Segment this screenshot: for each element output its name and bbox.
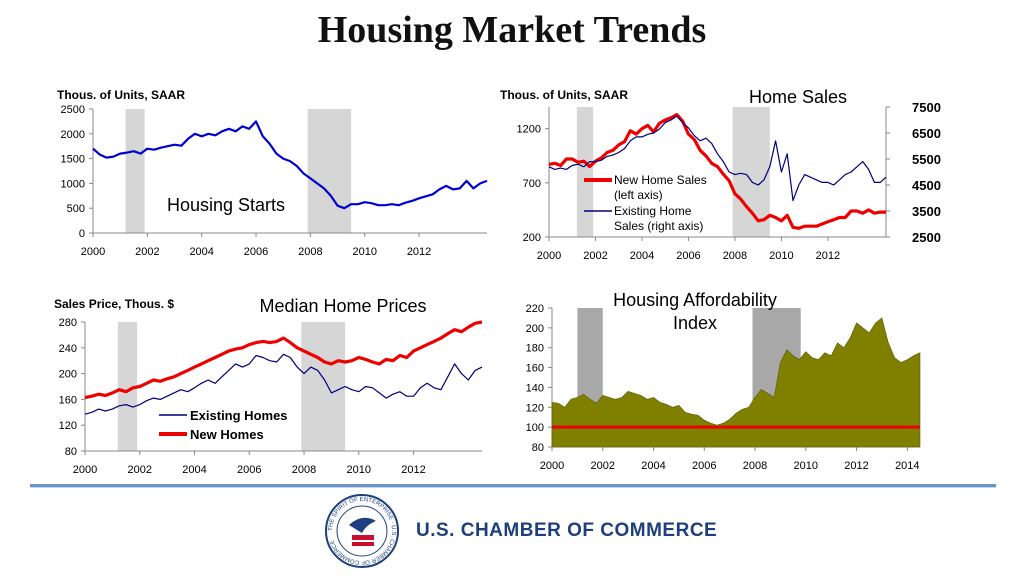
x-tick-label: 2010: [347, 464, 371, 476]
y-tick-label: 120: [59, 420, 77, 432]
y2-tick-label: 4500: [912, 178, 941, 193]
recession-band: [125, 109, 145, 233]
legend: Existing Homes New Homes: [159, 408, 288, 442]
home-sales-chart: 200 700 1200 2500 3500 4500 5500 6500 7500 2000 20…: [500, 87, 941, 262]
y-tick-label: 240: [59, 343, 77, 355]
median-home-prices-chart: 80 120 160 200 240 280 2000 2002 2004 2006 2008 201…: [54, 296, 483, 476]
legend-label: Sales (right axis): [614, 219, 703, 233]
recession-band: [301, 322, 346, 451]
chart-title: Median Home Prices: [259, 296, 426, 316]
chart-title: Home Sales: [749, 87, 847, 107]
y-tick-label: 160: [526, 363, 544, 375]
x-tick-label: 2000: [81, 246, 105, 258]
legend-label: Existing Home: [614, 204, 692, 218]
x-tick-label: 2002: [135, 246, 159, 258]
legend-label: (left axis): [614, 188, 663, 202]
chart-title-line-2: Index: [673, 313, 717, 333]
x-tick-label: 2000: [537, 250, 561, 262]
y-tick-label: 2000: [61, 129, 85, 141]
x-tick-label: 2012: [407, 246, 431, 258]
legend: New Home Sales (left axis) Existing Home…: [584, 173, 707, 233]
y-tick-label: 200: [523, 232, 541, 244]
y2-tick-label: 3500: [912, 204, 941, 219]
x-tick-label: 2008: [723, 250, 747, 262]
series-line: [92, 120, 488, 210]
recession-band: [576, 107, 594, 237]
y-tick-label: 500: [67, 203, 85, 215]
y-tick-label: 120: [526, 402, 544, 414]
x-tick-label: 2006: [237, 464, 261, 476]
x-tick-label: 2012: [844, 460, 868, 472]
x-tick-label: 2004: [189, 246, 213, 258]
recession-band: [732, 107, 770, 237]
organization-name: U.S. CHAMBER OF COMMERCE: [416, 520, 718, 541]
x-tick-label: 2010: [794, 460, 818, 472]
y-tick-label: 80: [65, 446, 77, 458]
y-tick-label: 1500: [61, 154, 85, 166]
legend-label: New Home Sales: [614, 173, 707, 187]
x-tick-label: 2008: [743, 460, 767, 472]
y-tick-label: 100: [526, 422, 544, 434]
x-tick-label: 2012: [401, 464, 425, 476]
chart-title: Housing Starts: [167, 195, 285, 215]
footer-divider: [30, 484, 996, 488]
y-tick-label: 200: [59, 369, 77, 381]
x-tick-label: 2004: [182, 464, 206, 476]
y-tick-label: 140: [526, 382, 544, 394]
series-area: [551, 317, 921, 448]
x-tick-label: 2006: [244, 246, 268, 258]
housing-affordability-chart: 80 100 120 140 160 180 200 220 2000 2002 2004 2006 2…: [526, 290, 921, 472]
x-tick-label: 2010: [352, 246, 376, 258]
y2-tick-label: 5500: [912, 152, 941, 167]
y-tick-label: 160: [59, 394, 77, 406]
x-tick-label: 2004: [641, 460, 665, 472]
x-tick-label: 2000: [540, 460, 564, 472]
housing-starts-chart: 0 500 1000 1500 2000 2500 2000 2002 2004 2006 2008…: [57, 88, 488, 258]
y-tick-label: 2500: [61, 104, 85, 116]
y-axis-label: Thous. of Units, SAAR: [500, 88, 628, 102]
y-tick-label: 220: [526, 303, 544, 315]
y-tick-label: 1000: [61, 178, 85, 190]
y-tick-label: 180: [526, 343, 544, 355]
x-tick-label: 2002: [591, 460, 615, 472]
y2-tick-label: 6500: [912, 126, 941, 141]
x-tick-label: 2002: [583, 250, 607, 262]
series-line: [548, 115, 887, 202]
series-line: [84, 353, 483, 415]
series-line: [548, 113, 886, 230]
y-tick-label: 1200: [517, 124, 541, 136]
x-tick-label: 2014: [895, 460, 919, 472]
page-title: Housing Market Trends: [317, 9, 707, 51]
recession-band: [117, 322, 138, 451]
series-line: [84, 320, 483, 400]
x-tick-label: 2004: [630, 250, 654, 262]
chamber-seal-logo: THE SPIRIT OF ENTERPRISE · U.S. CHAMBER …: [325, 494, 399, 568]
y-tick-label: 0: [79, 228, 85, 240]
y-axis-label: Thous. of Units, SAAR: [57, 88, 185, 102]
y-tick-label: 80: [532, 442, 544, 454]
x-tick-label: 2000: [73, 464, 97, 476]
legend-label: Existing Homes: [190, 408, 288, 423]
y2-tick-label: 7500: [912, 100, 941, 115]
y-tick-label: 200: [526, 323, 544, 335]
x-tick-label: 2006: [676, 250, 700, 262]
y2-tick-label: 2500: [912, 230, 941, 245]
y-tick-label: 280: [59, 317, 77, 329]
x-tick-label: 2008: [292, 464, 316, 476]
x-tick-label: 2008: [298, 246, 322, 258]
x-tick-label: 2010: [769, 250, 793, 262]
x-tick-label: 2002: [128, 464, 152, 476]
y-axis-label: Sales Price, Thous. $: [54, 297, 174, 311]
y-tick-label: 700: [523, 178, 541, 190]
recession-band: [307, 109, 352, 233]
x-tick-label: 2012: [816, 250, 840, 262]
legend-label: New Homes: [190, 427, 264, 442]
x-tick-label: 2006: [692, 460, 716, 472]
chart-title-line-1: Housing Affordability: [613, 290, 777, 310]
